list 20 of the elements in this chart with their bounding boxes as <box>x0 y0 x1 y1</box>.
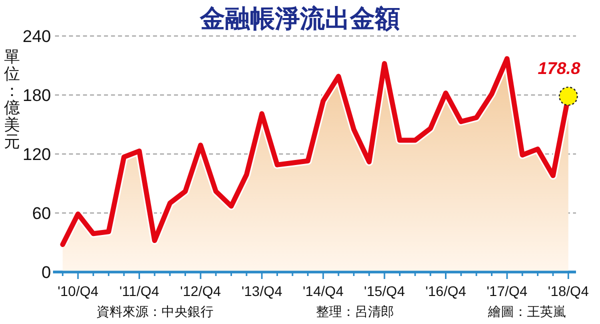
y-tick-label: 0 <box>42 263 51 282</box>
x-tick-label: '17/Q4 <box>486 283 528 299</box>
y-tick-label: 180 <box>22 86 51 105</box>
text: 整理：呂清郎 <box>316 304 394 319</box>
source-note: 資料來源：中央銀行 <box>96 304 214 319</box>
x-tick-label: '15/Q4 <box>364 283 406 299</box>
x-tick-label: '16/Q4 <box>425 283 466 299</box>
y-axis-title: 單位：億美元 <box>4 49 20 151</box>
x-tick-label: '12/Q4 <box>180 283 222 299</box>
x-tick-label: '13/Q4 <box>241 283 282 299</box>
y-tick-label: 60 <box>32 204 51 223</box>
y-tick-label: 240 <box>22 27 51 46</box>
text: 繪圖：王英嵐 <box>487 304 566 319</box>
y-tick-label: 120 <box>22 145 51 164</box>
data-label: 178.8 <box>538 59 581 78</box>
x-tick-label: '14/Q4 <box>302 283 344 299</box>
x-tick-label: '11/Q4 <box>119 283 160 299</box>
chart-title: 金融帳淨流出金額 <box>199 5 400 33</box>
x-tick-label: '18/Q4 <box>548 283 589 299</box>
x-tick-label: '10/Q4 <box>58 283 99 299</box>
